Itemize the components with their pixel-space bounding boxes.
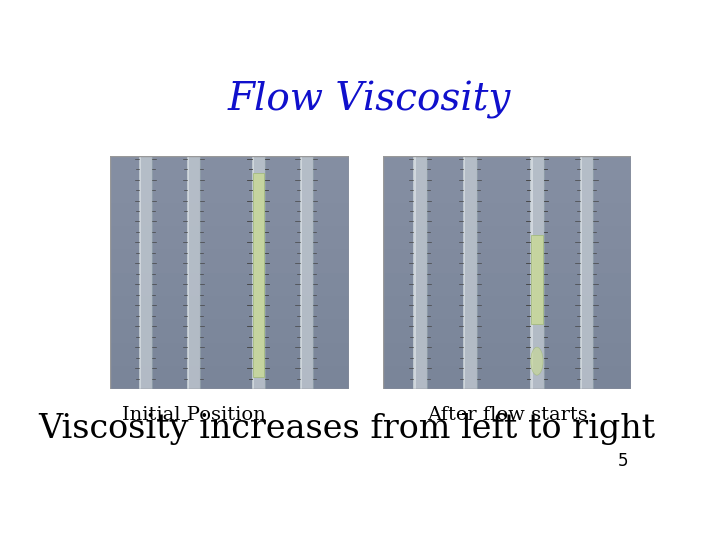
Text: After flow starts: After flow starts: [427, 406, 588, 424]
Text: Flow Viscosity: Flow Viscosity: [228, 82, 510, 119]
Text: Viscosity increases from left to right: Viscosity increases from left to right: [38, 413, 655, 446]
Text: Initial Position: Initial Position: [122, 406, 266, 424]
Text: 5: 5: [618, 452, 629, 470]
